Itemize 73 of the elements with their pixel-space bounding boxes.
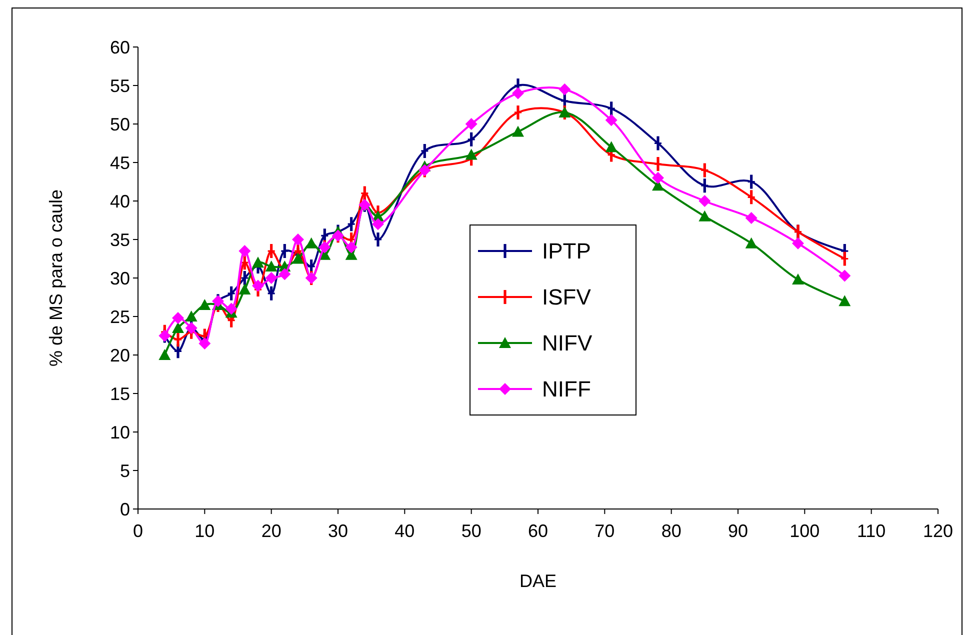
x-axis-title: DAE — [519, 571, 557, 591]
point — [512, 126, 524, 137]
point — [238, 245, 251, 258]
point — [172, 322, 184, 334]
x-tick-label: 70 — [594, 521, 615, 541]
point — [418, 164, 431, 176]
point — [465, 148, 478, 160]
y-tick-label: 5 — [120, 460, 130, 481]
x-tick-label: 20 — [261, 521, 282, 541]
x-tick-label: 50 — [461, 521, 482, 541]
y-axis-title: % de MS para o caule — [46, 189, 66, 367]
legend-label: IPTP — [542, 238, 591, 264]
x-tick-label: 60 — [528, 521, 548, 541]
legend-label: NIFV — [542, 330, 592, 356]
point — [305, 272, 318, 284]
point — [838, 295, 851, 306]
point — [292, 252, 304, 264]
point — [252, 280, 264, 292]
point — [345, 241, 358, 254]
point — [332, 230, 344, 242]
y-tick-label: 50 — [110, 114, 130, 134]
point — [745, 212, 758, 224]
legend-label: NIFF — [542, 376, 591, 402]
point — [158, 330, 171, 342]
point — [558, 106, 571, 118]
point — [698, 210, 711, 222]
y-tick-label: 60 — [110, 37, 130, 58]
x-tick-label: 40 — [394, 521, 415, 541]
point — [792, 274, 804, 285]
x-tick-label: 80 — [661, 521, 682, 541]
y-tick-label: 30 — [110, 268, 130, 288]
point — [158, 349, 171, 360]
x-tick-label: 0 — [132, 521, 144, 541]
point — [652, 172, 664, 184]
point — [278, 268, 291, 280]
x-tick-label: 100 — [790, 521, 820, 541]
point — [605, 114, 618, 126]
y-tick-label: 45 — [110, 152, 130, 173]
point — [605, 141, 618, 152]
point — [198, 337, 211, 350]
y-tick-label: 35 — [110, 230, 130, 250]
point — [265, 272, 278, 284]
y-tick-label: 0 — [120, 499, 130, 520]
y-tick-label: 15 — [110, 384, 130, 404]
point — [698, 195, 711, 207]
point — [838, 270, 851, 282]
y-tick-label: 55 — [110, 76, 130, 96]
x-tick-label: 110 — [856, 521, 886, 541]
point — [792, 237, 804, 250]
point — [172, 312, 184, 324]
legend-label: ISFV — [542, 284, 592, 310]
point — [465, 118, 478, 130]
y-tick-label: 25 — [110, 306, 130, 327]
x-tick-label: 120 — [922, 521, 954, 541]
point — [558, 83, 571, 96]
point — [225, 302, 238, 315]
point — [512, 87, 524, 100]
x-tick-label: 30 — [328, 521, 348, 541]
point — [305, 237, 318, 248]
point — [185, 310, 198, 322]
y-tick-label: 10 — [110, 422, 130, 442]
point — [238, 284, 251, 295]
x-tick-label: 10 — [194, 521, 215, 541]
y-tick-label: 40 — [110, 191, 130, 212]
x-tick-label: 90 — [728, 521, 748, 541]
point — [745, 237, 758, 248]
point — [372, 218, 384, 230]
point — [252, 256, 264, 268]
point — [265, 260, 278, 272]
point — [198, 298, 211, 310]
y-tick-label: 20 — [110, 345, 130, 366]
point — [292, 234, 304, 246]
point — [318, 241, 331, 254]
